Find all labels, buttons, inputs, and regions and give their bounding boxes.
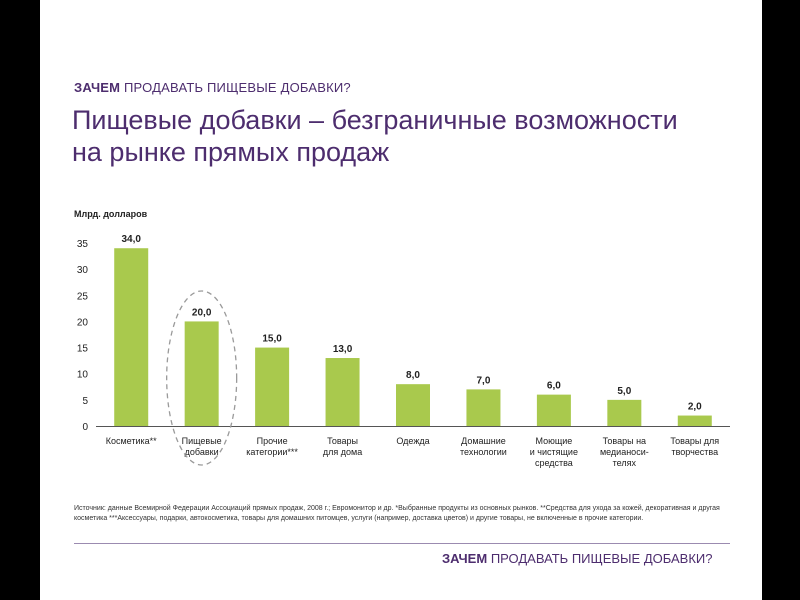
bar [184,321,219,426]
y-tick-label: 5 [82,396,88,407]
bar-value-label: 5,0 [617,386,631,397]
x-category-label: Пищевые добавки [182,436,222,457]
x-category-label: Товары на медианоси-телях [600,436,649,468]
bar [325,358,360,426]
bar-value-label: 20,0 [192,307,212,318]
bar-value-label: 6,0 [547,381,561,392]
bar [677,415,712,426]
x-category-label: Моющие и чистящие средства [530,436,578,468]
highlight-ellipse [166,290,238,466]
slide: ЗАЧЕМ ПРОДАВАТЬ ПИЩЕВЫЕ ДОБАВКИ? Пищевые… [40,0,762,600]
footer-rest: ПРОДАВАТЬ ПИЩЕВЫЕ ДОБАВКИ? [490,551,713,566]
bar [255,347,290,426]
kicker-rest: ПРОДАВАТЬ ПИЩЕВЫЕ ДОБАВКИ? [124,80,351,95]
slide-title: Пищевые добавки – безграничные возможнос… [72,105,678,167]
y-tick-label: 15 [77,344,89,355]
bar-value-label: 8,0 [406,370,420,381]
kicker-bold: ЗАЧЕМ [74,80,121,95]
bar-value-label: 2,0 [688,402,702,413]
bar [114,248,149,426]
bar-value-label: 13,0 [333,344,353,355]
bar [396,384,430,426]
footer-bold: ЗАЧЕМ [442,551,488,566]
source-footnote: Источник: данные Всемирной Федерации Асс… [74,505,720,522]
y-tick-label: 0 [82,422,88,433]
bar [536,394,571,426]
x-category-label: Одежда [396,436,429,446]
bar-value-label: 34,0 [121,234,141,245]
section-kicker: ЗАЧЕМ ПРОДАВАТЬ ПИЩЕВЫЕ ДОБАВКИ? [74,80,351,95]
y-tick-label: 20 [77,317,89,328]
x-category-label: Домашние технологии [460,436,507,457]
x-category-label: Товары для творчества [670,436,719,457]
y-tick-label: 10 [77,370,89,381]
bar [466,389,501,426]
y-tick-label: 35 [77,239,89,250]
y-tick-label: 30 [77,265,89,276]
bar-chart: Млрд. долларов 0 5 10 15 20 25 30 35 34,0 20,0 15,0… [74,209,730,468]
x-category-label: Прочие категории*** [246,436,298,457]
y-tick-label: 25 [77,291,89,302]
x-category-label: Товары для дома [323,436,362,457]
footer-divider [74,543,730,544]
x-category-label: Косметика** [106,436,157,446]
footer-caption: ЗАЧЕМ ПРОДАВАТЬ ПИЩЕВЫЕ ДОБАВКИ? [442,551,712,566]
bar-value-label: 15,0 [262,334,282,345]
bar-value-label: 7,0 [476,375,490,386]
bar [607,399,642,426]
y-axis-label: Млрд. долларов [74,209,148,219]
